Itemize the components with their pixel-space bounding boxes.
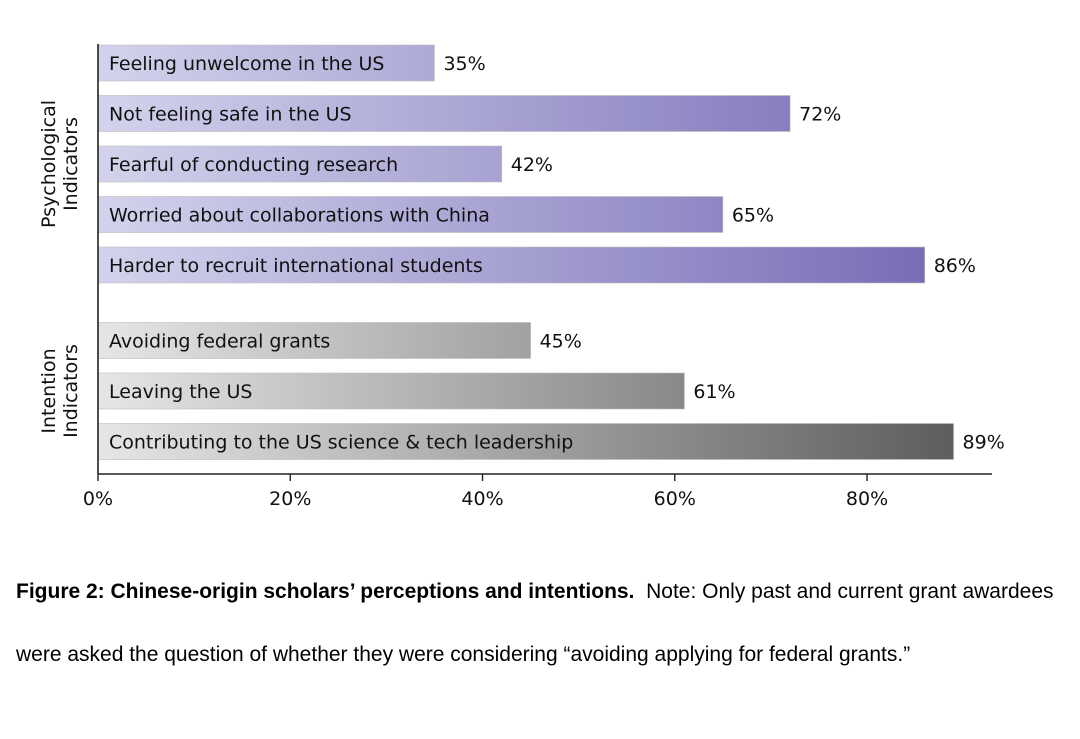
bar-label: Fearful of conducting research (109, 154, 398, 176)
bar-label: Leaving the US (109, 381, 252, 403)
bar-1-1 (97, 372, 685, 410)
bar-value-label: 65% (732, 205, 774, 227)
bar-0-1 (97, 95, 791, 132)
bar-chart: Feeling unwelcome in the US 35% Not feelin… (38, 44, 1005, 510)
figure-caption-title: Figure 2: Chinese-origin scholars’ perce… (16, 580, 635, 603)
bar-value-label: 72% (799, 104, 841, 126)
bar-label: Avoiding federal grants (109, 331, 330, 353)
bar-1-0 (97, 322, 531, 359)
figure-caption-note: Note: Only past and current grant awarde… (16, 580, 1054, 666)
bar-value-label: 35% (443, 53, 485, 75)
group-label: PsychologicalIndicators (38, 100, 82, 228)
bar-0-4 (97, 246, 926, 284)
bar-value-label: 42% (511, 154, 553, 176)
x-tick-label: 40% (461, 488, 503, 510)
x-tick-label: 0% (83, 488, 113, 510)
bar-value-label: 86% (934, 255, 976, 277)
bar-label: Contributing to the US science & tech le… (109, 432, 573, 454)
bar-1-2 (97, 423, 954, 460)
x-tick-label: 60% (654, 488, 696, 510)
bar-label: Worried about collaborations with China (109, 205, 490, 227)
bar-label: Harder to recruit international students (109, 255, 483, 277)
bar-0-0 (97, 44, 435, 82)
bar-0-2 (97, 145, 503, 183)
bars-layer: Feeling unwelcome in the US 35% Not feelin… (97, 44, 1005, 460)
group-label: IntentionIndicators (38, 344, 82, 438)
bar-value-label: 61% (693, 381, 735, 403)
figure-caption: Figure 2: Chinese-origin scholars’ perce… (16, 560, 1056, 686)
bar-value-label: 45% (540, 331, 582, 353)
x-tick-label: 20% (269, 488, 311, 510)
x-tick-label: 80% (846, 488, 888, 510)
bar-0-3 (97, 196, 724, 233)
bar-label: Not feeling safe in the US (109, 104, 352, 126)
bar-label: Feeling unwelcome in the US (109, 53, 384, 75)
bar-value-label: 89% (963, 432, 1005, 454)
axes-layer: PsychologicalIndicators IntentionIndicato… (38, 44, 992, 510)
